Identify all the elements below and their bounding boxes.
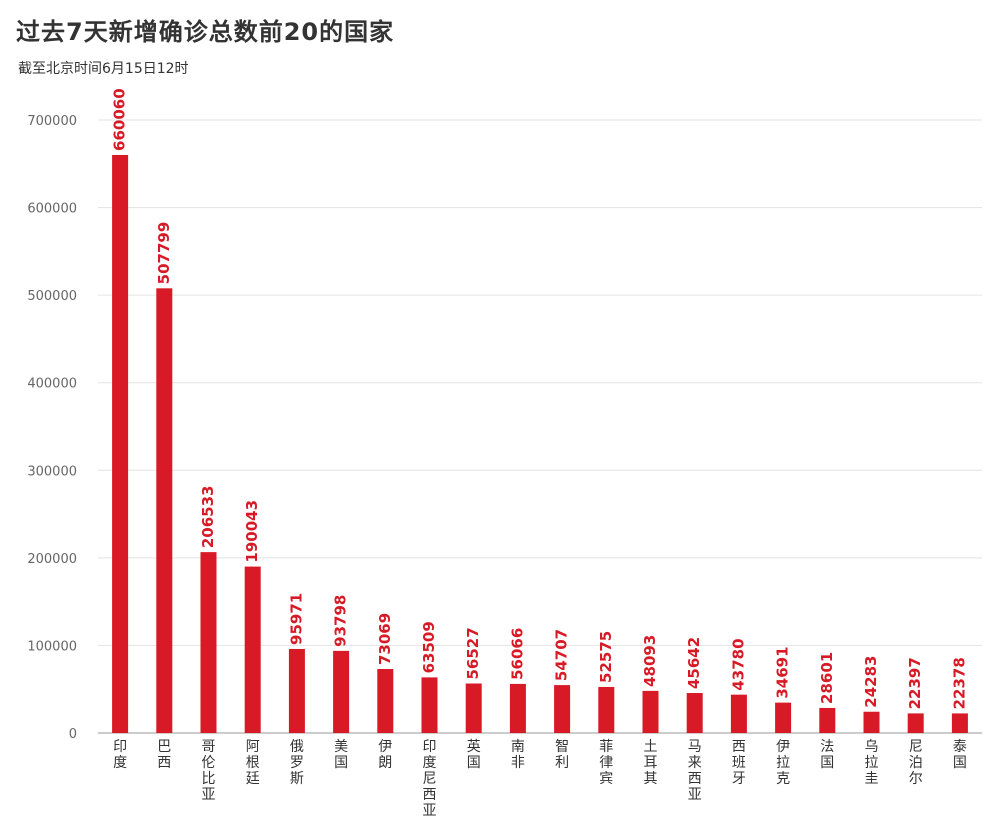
bar-value-label: 63509 <box>420 621 438 673</box>
bar-value-label: 73069 <box>376 613 394 665</box>
bar <box>288 648 305 733</box>
bar-value-label: 190043 <box>243 500 261 563</box>
y-tick-label: 200000 <box>27 552 77 567</box>
y-tick-label: 500000 <box>27 289 77 304</box>
category-label: 西班牙 <box>732 739 746 787</box>
bar <box>200 552 217 733</box>
chart-title: 过去7天新增确诊总数前20的国家 <box>16 18 395 46</box>
bar <box>509 683 526 733</box>
bar <box>598 686 615 733</box>
category-label: 菲律宾 <box>599 739 613 787</box>
bar <box>421 677 438 733</box>
y-tick-label: 600000 <box>27 202 77 217</box>
bar-value-label: 45642 <box>685 637 703 689</box>
category-label: 法国 <box>820 739 834 771</box>
category-label: 英国 <box>467 738 481 771</box>
bar-value-label: 507799 <box>155 222 173 285</box>
category-label: 土耳其 <box>644 739 658 787</box>
y-tick-label: 100000 <box>27 639 77 654</box>
bar-value-label: 660060 <box>111 88 129 151</box>
y-tick-label: 400000 <box>27 377 77 392</box>
category-label: 巴西 <box>157 739 171 771</box>
bar-value-label: 22397 <box>906 657 924 709</box>
bar <box>465 683 482 733</box>
bar-value-label: 24283 <box>862 656 880 708</box>
category-label: 美国 <box>334 739 348 771</box>
y-tick-label: 700000 <box>27 114 77 129</box>
y-tick-label: 0 <box>69 727 77 742</box>
bar <box>642 690 659 733</box>
category-label: 尼泊尔 <box>909 739 923 787</box>
bar-value-label: 22378 <box>950 657 968 709</box>
category-label: 印度尼西亚 <box>423 739 437 819</box>
bar <box>730 694 747 733</box>
category-label: 阿根廷 <box>246 739 260 787</box>
bar-value-label: 93798 <box>332 595 350 647</box>
category-label: 伊朗 <box>378 739 392 771</box>
bar-value-label: 28601 <box>818 652 836 704</box>
bar <box>554 685 571 733</box>
category-label: 智利 <box>555 739 569 771</box>
category-label: 南非 <box>511 739 525 771</box>
category-label: 印度 <box>113 739 127 771</box>
bar <box>951 713 968 733</box>
bar <box>333 650 350 733</box>
bar-value-label: 56066 <box>508 628 526 680</box>
category-label: 乌拉圭 <box>865 739 879 787</box>
chart-subtitle: 截至北京时间6月15日12时 <box>18 61 189 77</box>
bar <box>819 707 836 733</box>
category-label: 马来西亚 <box>688 739 702 803</box>
category-label: 俄罗斯 <box>290 739 304 787</box>
bar-value-label: 48093 <box>641 635 659 687</box>
category-label: 泰国 <box>953 739 967 771</box>
bar-value-label: 95971 <box>287 593 305 645</box>
bar <box>863 711 880 733</box>
bar-value-label: 34691 <box>774 646 792 698</box>
bar-value-label: 206533 <box>199 486 217 549</box>
bar-value-label: 43780 <box>729 638 747 690</box>
bar <box>907 713 924 733</box>
y-tick-label: 300000 <box>27 464 77 479</box>
bar-value-label: 56527 <box>464 627 482 679</box>
bar <box>686 693 703 733</box>
bar-value-label: 54707 <box>553 629 571 681</box>
bar <box>112 154 129 734</box>
bar <box>377 669 394 733</box>
bar-value-label: 52575 <box>597 631 615 683</box>
bar <box>156 288 173 733</box>
bar <box>244 566 261 733</box>
category-label: 伊拉克 <box>776 739 790 787</box>
category-label: 哥伦比亚 <box>202 739 216 803</box>
bar <box>775 702 792 733</box>
